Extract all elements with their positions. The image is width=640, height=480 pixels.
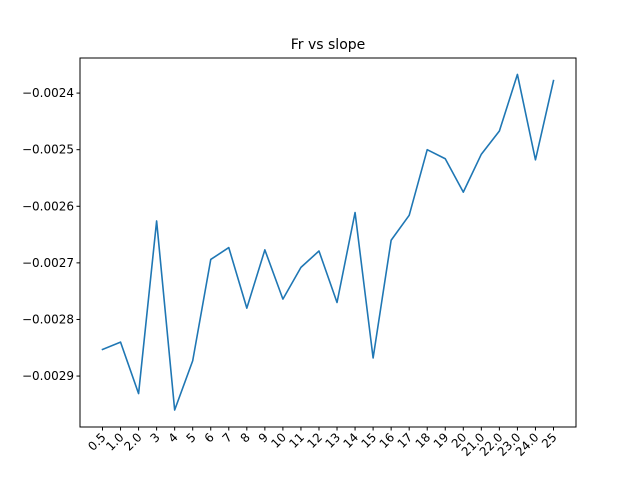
x-tick-label: 8 bbox=[238, 430, 253, 445]
y-tick-label: −0.0024 bbox=[22, 86, 74, 100]
series-line bbox=[101, 73, 555, 411]
y-tick-label: −0.0028 bbox=[22, 312, 74, 326]
y-tick-label: −0.0025 bbox=[22, 143, 74, 157]
x-tick-label: 4 bbox=[165, 430, 180, 445]
x-tick-label: 9 bbox=[256, 430, 271, 445]
plot-frame bbox=[79, 57, 577, 428]
x-tick-label: 6 bbox=[202, 430, 217, 445]
x-tick-label: 2.0 bbox=[121, 430, 144, 453]
x-tick-label: 5 bbox=[184, 430, 199, 445]
series-layer bbox=[101, 73, 555, 411]
x-tick-label: 25 bbox=[539, 430, 560, 451]
y-axis: −0.0029 −0.0028 −0.0027 −0.0026 −0.0025 −0.00… bbox=[22, 86, 80, 383]
x-tick-label: 7 bbox=[220, 430, 235, 445]
y-tick-label: −0.0029 bbox=[22, 369, 74, 383]
x-axis: 0.51.02.0 3 4 5 6 7 8 9101112131415161718192021… bbox=[85, 427, 560, 459]
y-tick-label: −0.0027 bbox=[22, 256, 74, 270]
chart-title: Fr vs slope bbox=[291, 37, 366, 53]
x-tick-label: 3 bbox=[147, 430, 162, 445]
y-tick-label: −0.0026 bbox=[22, 199, 74, 213]
